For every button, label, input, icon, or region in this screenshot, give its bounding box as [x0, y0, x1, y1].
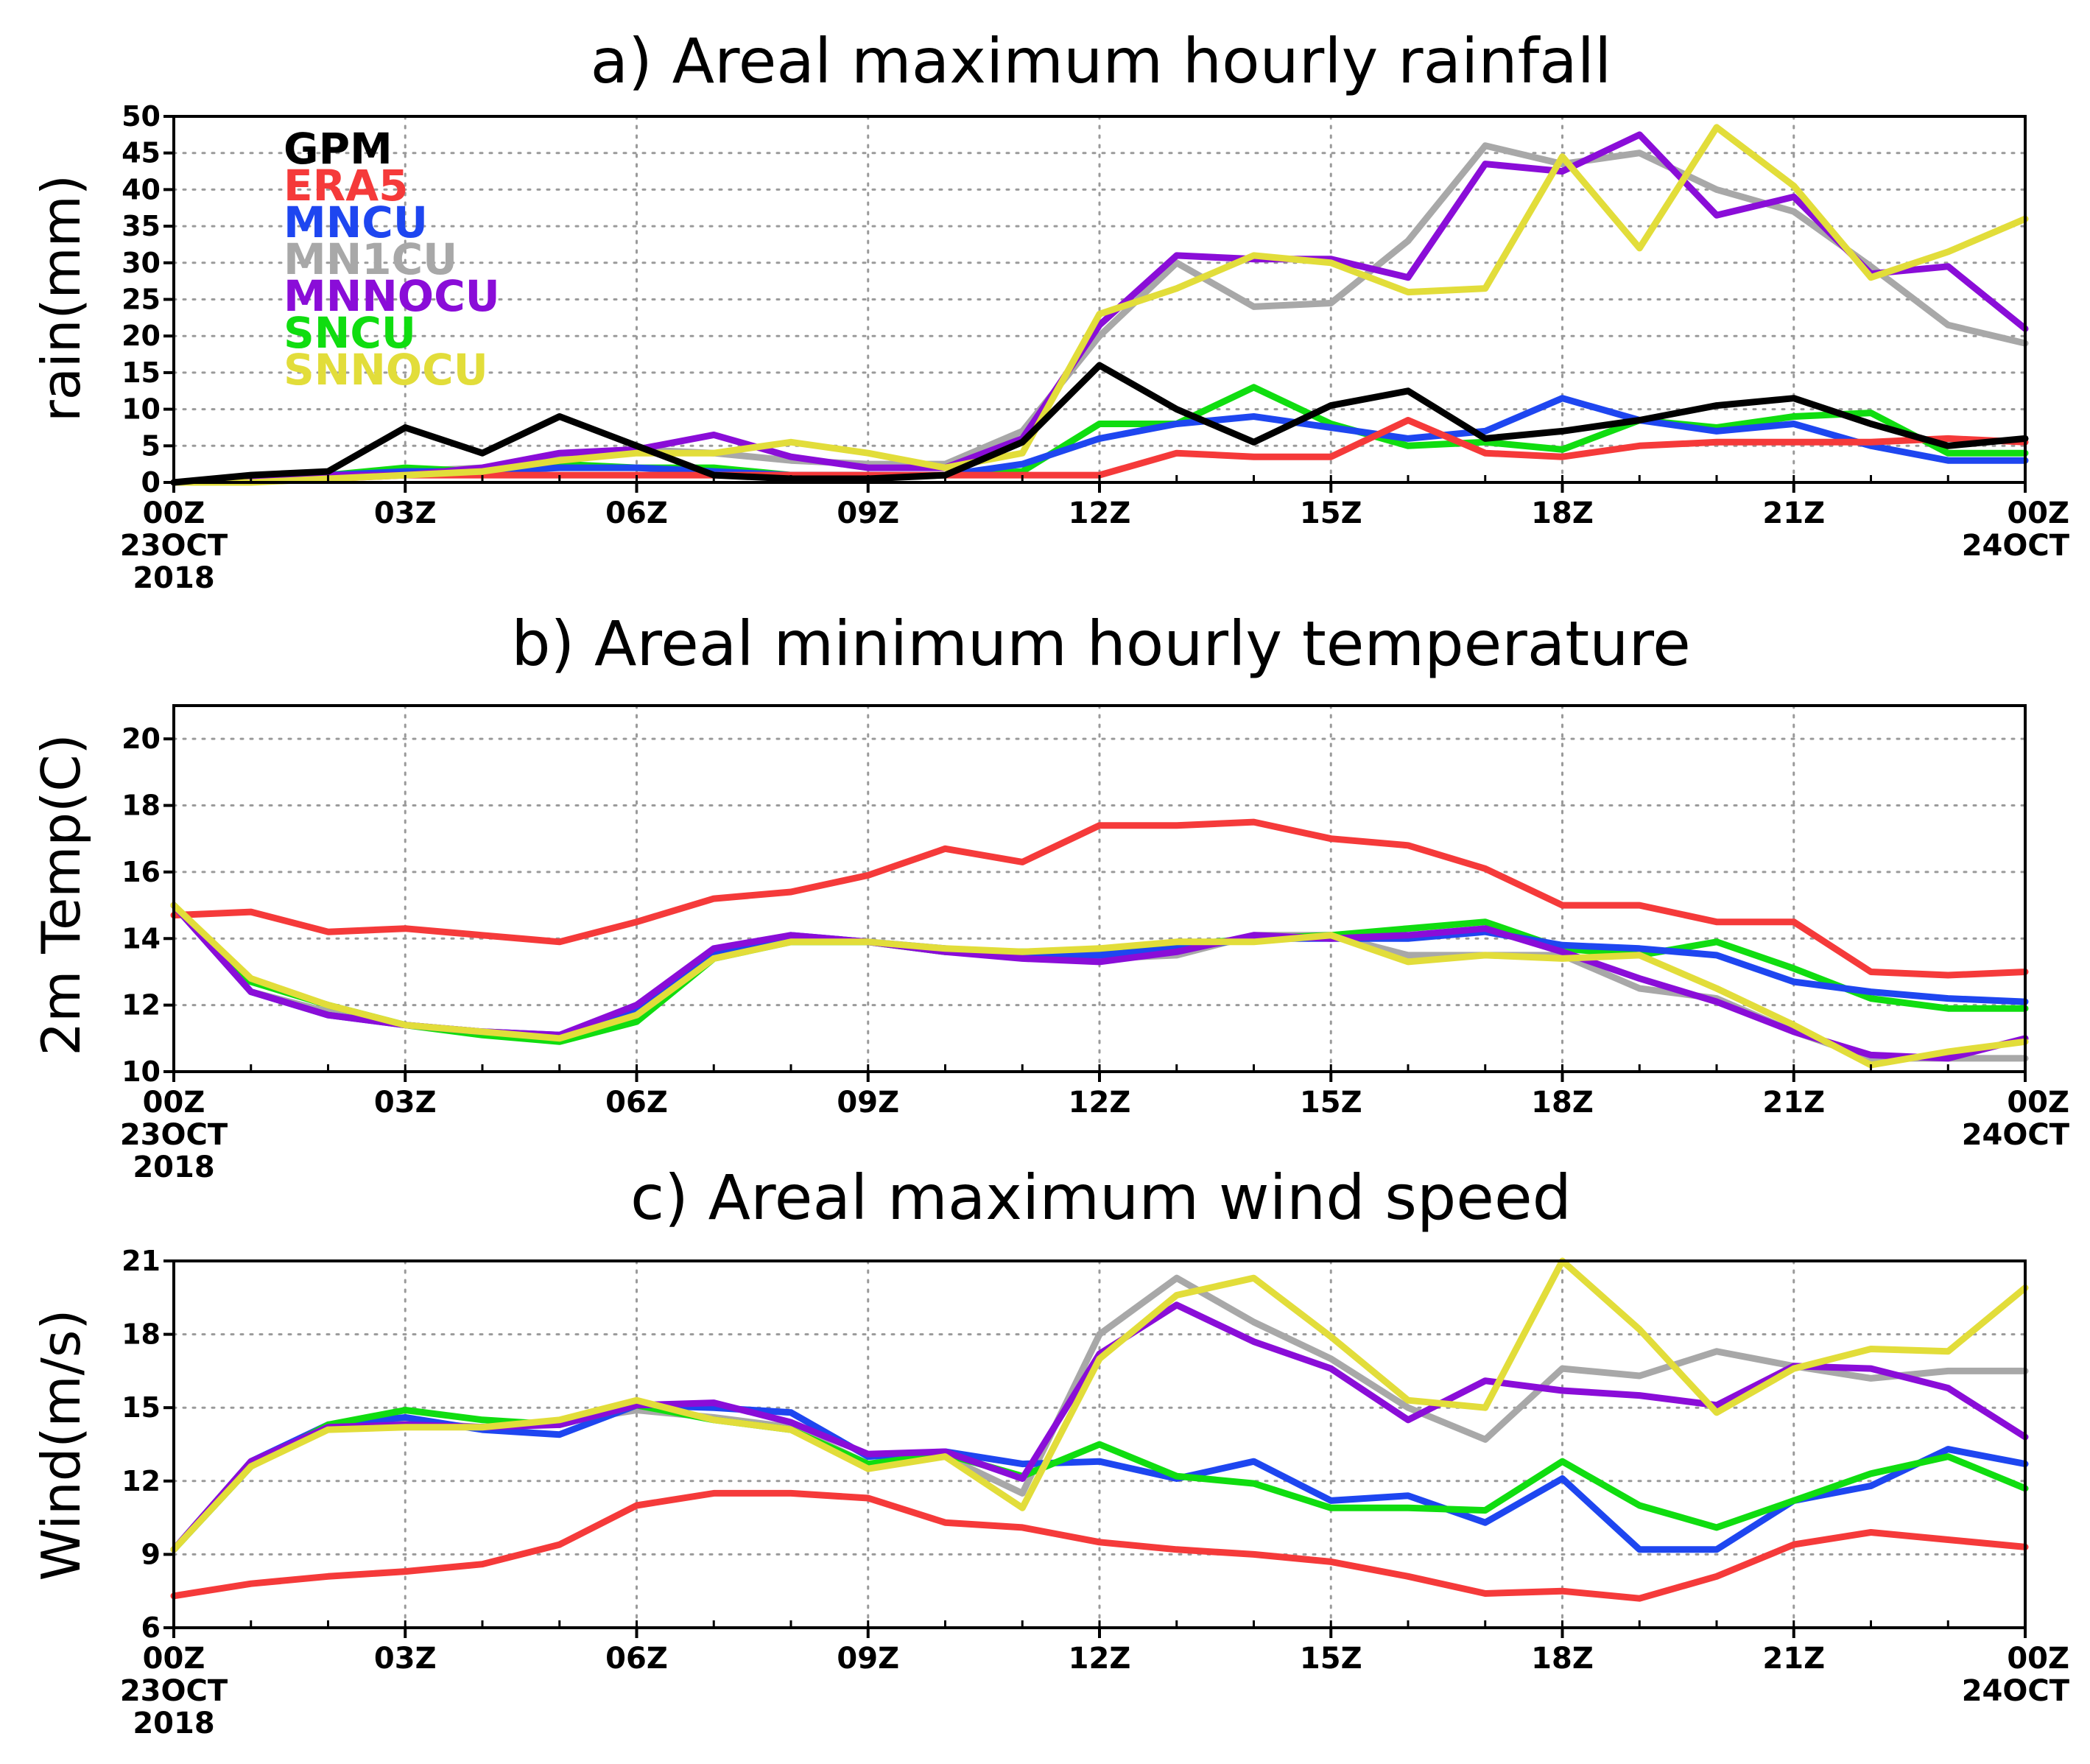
panel-a-series-gpm [170, 362, 2029, 486]
panel-a-x-tick-label: 23OCT [120, 529, 228, 563]
panel-a-title: a) Areal maximum hourly rainfall [591, 25, 1612, 97]
panel-c-y-tick-label: 18 [122, 1318, 161, 1351]
panel-b-x-tick-label: 21Z [1762, 1086, 1825, 1120]
panel-a-x-tick-label: 00Z [2007, 496, 2069, 530]
panel-a-x-tick-label: 21Z [1762, 496, 1825, 530]
panel-b-x-tick-label: 24OCT [1962, 1118, 2070, 1152]
panel-c-x-tick-label: 06Z [605, 1642, 668, 1676]
panel-c-y-tick-label: 15 [122, 1391, 161, 1424]
panel-c-y-tick-label: 6 [141, 1612, 161, 1644]
panel-b-y-tick-label: 12 [122, 989, 161, 1022]
panel-c-series-sncu [170, 1402, 2029, 1553]
legend-entry-sncu: SNCU [284, 308, 416, 358]
panel-c-x-tick-label: 00Z [2007, 1642, 2069, 1676]
panel-a-y-tick-label: 40 [122, 173, 161, 205]
panel-c-series-snnocu [170, 1257, 2029, 1553]
panel-a-y-tick-label: 50 [122, 100, 161, 133]
panel-a-series-snnocu [170, 124, 2029, 486]
panel-a-y-tick-label: 45 [122, 137, 161, 169]
panel-a-series [170, 124, 2029, 486]
legend-entry-mn1cu: MN1CU [284, 234, 457, 284]
panel-a-y-tick-label: 0 [141, 466, 161, 499]
legend-entry-era5: ERA5 [284, 161, 409, 211]
panel-b-title: b) Areal minimum hourly temperature [511, 608, 1691, 680]
panel-a-y-ticks: 0 510 15 20 25 30 35 40 45 50 [122, 100, 174, 499]
legend-entry-mncu: MNCU [284, 197, 428, 247]
panel-b-series [170, 818, 2029, 1069]
panel-c-x-tick-label: 21Z [1762, 1642, 1825, 1676]
panel-a-y-tick-label: 25 [122, 284, 161, 316]
panel-a-y-axis-label: rain(mm) [30, 175, 92, 422]
panel-b-y-tick-label: 16 [122, 856, 161, 888]
panel-b-y-tick-label: 18 [122, 790, 161, 822]
panel-a-y-tick-label: 35 [122, 210, 161, 242]
panel-c-x-tick-label: 23OCT [120, 1674, 228, 1708]
panel-c-x-tick-label: 2018 [133, 1707, 214, 1740]
panel-c-y-tick-label: 9 [141, 1538, 161, 1570]
panel-b-x-tick-label: 23OCT [120, 1118, 228, 1152]
panel-a-x-tick-label: 24OCT [1962, 529, 2070, 563]
panel-a-y-tick-label: 5 [141, 429, 161, 462]
panel-b-y-tick-label: 14 [122, 922, 161, 955]
panel-b-x-tick-label: 03Z [374, 1086, 437, 1120]
panel-c-x-tick-label: 09Z [837, 1642, 899, 1676]
panel-b-temperature: b) Areal minimum hourly temperature 2m T… [30, 608, 2070, 1184]
panel-a-x-tick-label: 00Z [143, 496, 205, 530]
panel-b-series-snnocu [170, 902, 2029, 1069]
panel-b-x-tick-label: 00Z [143, 1086, 205, 1120]
panel-a-x-tick-label: 2018 [133, 561, 214, 595]
panel-b-x-tick-label: 00Z [2007, 1086, 2069, 1120]
panel-a-y-tick-label: 10 [122, 393, 161, 426]
panel-a-y-tick-label: 30 [122, 247, 161, 279]
legend-entry-gpm: GPM [284, 124, 393, 174]
panel-b-x-tick-label: 12Z [1069, 1086, 1131, 1120]
legend-entry-snnocu: SNNOCU [284, 345, 488, 395]
panel-c-y-axis-label: Wind(m/s) [30, 1309, 92, 1581]
panel-b-y-tick-label: 20 [122, 723, 161, 755]
panel-c-x-tick-label: 00Z [143, 1642, 205, 1676]
panel-b-y-axis-label: 2m Temp(C) [30, 734, 92, 1055]
panel-b-series-era5 [170, 818, 2029, 979]
panel-c-y-tick-label: 21 [122, 1245, 161, 1277]
panel-c-title: c) Areal maximum wind speed [630, 1162, 1572, 1234]
panel-a-x-tick-label: 03Z [374, 496, 437, 530]
panel-c-series-era5 [170, 1489, 2029, 1602]
panel-c-y-tick-label: 12 [122, 1465, 161, 1497]
panel-a-x-tick-label: 18Z [1531, 496, 1594, 530]
panel-c-x-tick-label: 12Z [1069, 1642, 1131, 1676]
panel-c-y-ticks: 6 9 12 15 18 21 [122, 1245, 174, 1644]
panel-a-x-tick-label: 09Z [837, 496, 899, 530]
panel-c-wind: c) Areal maximum wind speed Wind(m/s) 6 9… [30, 1162, 2070, 1740]
panel-a-rainfall: a) Areal maximum hourly rainfall rain(mm… [30, 25, 2070, 595]
legend-entry-mnnocu: MNNOCU [284, 271, 500, 321]
panel-c-x-tick-label: 24OCT [1962, 1674, 2070, 1708]
panel-b-y-ticks: 10 12 14 16 18 20 [122, 723, 174, 1088]
panel-a-series-mnnocu [170, 131, 2029, 486]
panel-b-x-tick-label: 2018 [133, 1150, 214, 1184]
panel-c-x-tick-label: 03Z [374, 1642, 437, 1676]
panel-c-x-tick-label: 15Z [1300, 1642, 1362, 1676]
panel-a-y-tick-label: 15 [122, 356, 161, 389]
panel-a-x-tick-label: 15Z [1300, 496, 1362, 530]
panel-a-x-tick-label: 12Z [1069, 496, 1131, 530]
panel-b-x-tick-label: 09Z [837, 1086, 899, 1120]
panel-c-x-tick-label: 18Z [1531, 1642, 1594, 1676]
panel-b-y-tick-label: 10 [122, 1055, 161, 1088]
panel-c-series [170, 1257, 2029, 1602]
panel-b-x-tick-label: 15Z [1300, 1086, 1362, 1120]
panel-a-x-tick-label: 06Z [605, 496, 668, 530]
panel-a-y-tick-label: 20 [122, 320, 161, 352]
panel-b-x-tick-label: 06Z [605, 1086, 668, 1120]
panel-b-x-tick-label: 18Z [1531, 1086, 1594, 1120]
